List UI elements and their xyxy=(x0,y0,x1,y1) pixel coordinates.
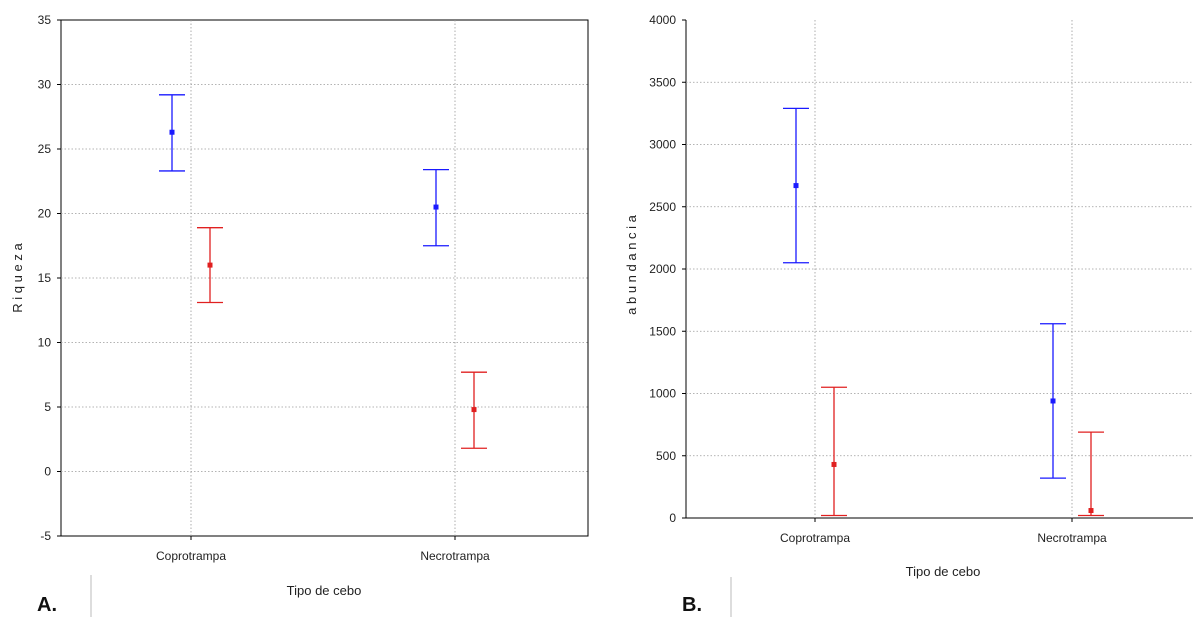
x-tick-label: Coprotrampa xyxy=(156,549,226,563)
error-bar xyxy=(159,94,185,172)
mean-point xyxy=(1050,398,1056,404)
grid-b xyxy=(686,20,1193,518)
y-tick-label: 35 xyxy=(38,13,52,27)
data-marks-a xyxy=(159,94,487,449)
y-tick-label: 0 xyxy=(44,465,51,479)
y-tick-label: 15 xyxy=(38,271,52,285)
mean-point xyxy=(433,204,439,210)
mean-point xyxy=(831,461,837,467)
y-tick-label: 30 xyxy=(38,78,52,92)
y-tick-label: 5 xyxy=(44,400,51,414)
error-bar xyxy=(1078,431,1104,517)
y-tick-label: 1500 xyxy=(649,324,676,338)
error-bar xyxy=(783,107,809,264)
y-axis-label-a: R i q u e z a xyxy=(10,243,25,313)
x-tick-label: Necrotrampa xyxy=(1037,531,1107,545)
x-axis-label-b: Tipo de cebo xyxy=(906,564,981,579)
x-tick-label: Necrotrampa xyxy=(420,549,490,563)
y-tick-label: 500 xyxy=(656,449,676,463)
error-bar xyxy=(197,227,223,304)
error-bar xyxy=(1040,323,1066,479)
error-bar xyxy=(423,168,449,247)
mean-point xyxy=(793,183,799,189)
panel-label-a: A. xyxy=(37,594,57,616)
y-axis-label-b: a b u n d a n c i a xyxy=(624,214,639,315)
y-tick-label: 2500 xyxy=(649,200,676,214)
y-tick-label: 4000 xyxy=(649,13,676,27)
x-axis-label-a: Tipo de cebo xyxy=(287,583,362,598)
data-marks-b xyxy=(783,107,1104,517)
y-tick-label: 0 xyxy=(669,511,676,525)
y-tick-label: 2000 xyxy=(649,262,676,276)
y-tick-label: 3000 xyxy=(649,138,676,152)
x-ticks-a: Coprotrampa Necrotrampa xyxy=(156,536,490,563)
y-ticks-a: -5 0 5 10 15 20 25 30 35 xyxy=(38,13,61,543)
y-tick-label: -5 xyxy=(40,529,51,543)
grid-a xyxy=(61,20,588,536)
chart-panel-b: 0 500 1000 1500 2000 2500 3000 3500 4000 Coprotr… xyxy=(624,13,1193,617)
y-tick-label: 1000 xyxy=(649,387,676,401)
error-bar xyxy=(461,371,487,449)
y-tick-label: 25 xyxy=(38,142,52,156)
mean-point xyxy=(471,407,477,413)
panel-label-b: B. xyxy=(682,594,702,616)
y-ticks-b: 0 500 1000 1500 2000 2500 3000 3500 4000 xyxy=(649,13,686,525)
mean-point xyxy=(207,262,213,268)
y-tick-label: 10 xyxy=(38,336,52,350)
y-tick-label: 20 xyxy=(38,207,52,221)
mean-point xyxy=(169,129,175,135)
mean-point xyxy=(1088,508,1094,514)
x-ticks-b: Coprotrampa Necrotrampa xyxy=(780,518,1107,545)
y-tick-label: 3500 xyxy=(649,75,676,89)
x-tick-label: Coprotrampa xyxy=(780,531,850,545)
error-bar xyxy=(821,386,847,517)
